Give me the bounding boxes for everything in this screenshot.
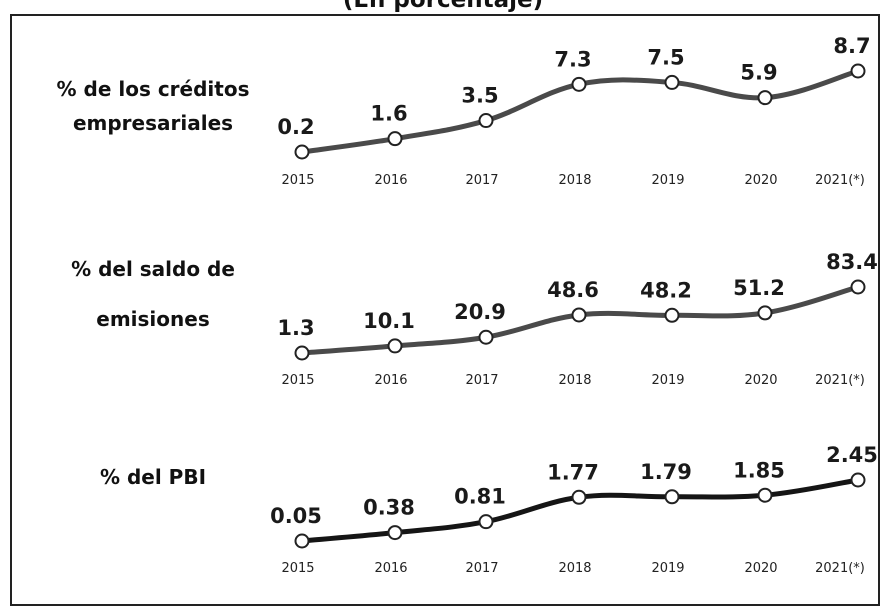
- chart-3-x-tick-2017: 2017: [465, 561, 498, 576]
- chart-1-value-label-2016: 1.6: [370, 102, 407, 126]
- chart-2-x-tick-2021(*): 2021(*): [815, 373, 865, 388]
- chart-2-value-label-2015: 1.3: [277, 316, 314, 340]
- chart-2-value-label-2017: 20.9: [454, 300, 506, 324]
- chart-3-x-tick-2015: 2015: [281, 561, 314, 576]
- chart-1-point-2017: [478, 113, 494, 129]
- chart-1-point-2016: [387, 131, 403, 147]
- chart-3-value-label-2018: 1.77: [547, 460, 599, 484]
- chart-1-x-tick-2017: 2017: [465, 173, 498, 188]
- chart-2-point-2019: [664, 307, 680, 323]
- chart-2-point-2021(*): [850, 279, 866, 295]
- chart-3-value-label-2021(*): 2.45: [826, 443, 878, 467]
- chart-1-value-label-2015: 0.2: [277, 115, 314, 139]
- chart-1-x-tick-2019: 2019: [651, 173, 684, 188]
- chart-2-point-2018: [571, 307, 587, 323]
- chart-1-point-2020: [757, 90, 773, 106]
- chart-2-point-2017: [478, 329, 494, 345]
- chart-2-x-tick-2015: 2015: [281, 373, 314, 388]
- chart-1-label-line-1: % de los créditos: [56, 77, 250, 101]
- chart-1-point-2018: [571, 76, 587, 92]
- chart-1-value-label-2018: 7.3: [554, 47, 591, 71]
- chart-1-x-tick-2015: 2015: [281, 173, 314, 188]
- chart-1-value-label-2017: 3.5: [461, 84, 498, 108]
- chart-1-x-tick-2020: 2020: [744, 173, 777, 188]
- chart-3-x-tick-2019: 2019: [651, 561, 684, 576]
- chart-2-value-label-2020: 51.2: [733, 276, 785, 300]
- chart-1-point-2019: [664, 74, 680, 90]
- chart-3-point-2017: [478, 514, 494, 530]
- chart-3-point-2020: [757, 487, 773, 503]
- chart-3-x-tick-2016: 2016: [374, 561, 407, 576]
- chart-1-x-tick-2018: 2018: [558, 173, 591, 188]
- chart-2-value-label-2016: 10.1: [363, 309, 415, 333]
- chart-3-x-tick-2018: 2018: [558, 561, 591, 576]
- chart-3-value-label-2016: 0.38: [363, 496, 415, 520]
- chart-3-label: % del PBI: [38, 460, 268, 494]
- chart-2-value-label-2019: 48.2: [640, 278, 692, 302]
- chart-3-point-2015: [294, 533, 310, 549]
- chart-2-x-tick-2016: 2016: [374, 373, 407, 388]
- chart-3-value-label-2015: 0.05: [270, 504, 322, 528]
- chart-3-x-tick-2021(*): 2021(*): [815, 561, 865, 576]
- chart-1-value-label-2020: 5.9: [740, 61, 777, 85]
- chart-1-label: % de los créditos empresariales: [38, 72, 268, 140]
- chart-3-point-2021(*): [850, 472, 866, 488]
- chart-2-point-2016: [387, 338, 403, 354]
- chart-2-label: % del saldo de emisiones: [38, 244, 268, 344]
- chart-1-value-label-2021(*): 8.7: [833, 34, 870, 58]
- chart-3-point-2018: [571, 489, 587, 505]
- chart-1-point-2021(*): [850, 63, 866, 79]
- chart-2-x-tick-2017: 2017: [465, 373, 498, 388]
- chart-2-x-tick-2020: 2020: [744, 373, 777, 388]
- chart-3-point-2016: [387, 525, 403, 541]
- chart-2-value-label-2018: 48.6: [547, 278, 599, 302]
- chart-1-x-tick-2021(*): 2021(*): [815, 173, 865, 188]
- chart-3-label-line-1: % del PBI: [99, 465, 207, 489]
- chart-caption: (En porcentaje): [342, 0, 544, 13]
- chart-2-x-tick-2018: 2018: [558, 373, 591, 388]
- chart-1-x-tick-2016: 2016: [374, 173, 407, 188]
- chart-2-label-line-2: emisiones: [96, 307, 210, 331]
- chart-3-value-label-2017: 0.81: [454, 485, 506, 509]
- chart-1-label-line-2: empresariales: [72, 111, 234, 135]
- chart-3-x-tick-2020: 2020: [744, 561, 777, 576]
- chart-2-point-2015: [294, 345, 310, 361]
- chart-3-point-2019: [664, 489, 680, 505]
- chart-3-value-label-2019: 1.79: [640, 460, 692, 484]
- chart-1-value-label-2019: 7.5: [647, 45, 684, 69]
- chart-2-x-tick-2019: 2019: [651, 373, 684, 388]
- chart-2-label-line-1: % del saldo de: [71, 257, 235, 281]
- chart-1-point-2015: [294, 144, 310, 160]
- chart-2-value-label-2021(*): 83.4: [826, 250, 878, 274]
- chart-3-value-label-2020: 1.85: [733, 458, 785, 482]
- chart-2-point-2020: [757, 305, 773, 321]
